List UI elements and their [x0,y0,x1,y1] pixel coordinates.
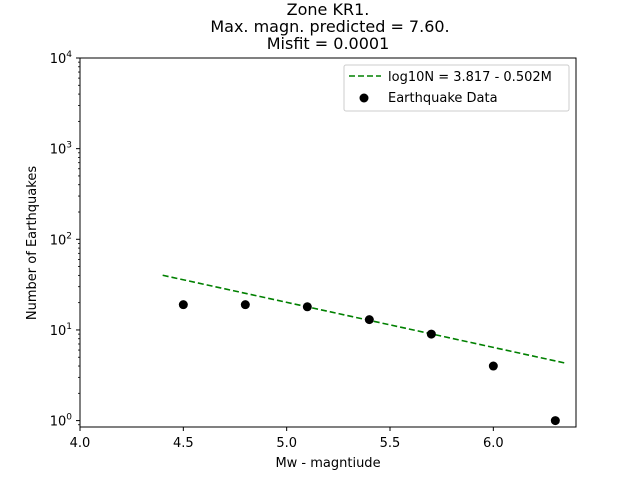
title-line-3: Misfit = 0.0001 [267,34,390,53]
series-layer [162,274,566,426]
x-axis-label: Mw - magntiude [275,456,380,471]
x-tick-label: 5.0 [276,436,297,451]
y-tick-label: 100 [50,413,73,430]
y-tick-base: 10 [50,143,67,158]
y-tick-base: 10 [50,415,67,430]
data-point [426,329,436,339]
x-tick-label: 4.5 [173,436,194,451]
data-point [178,300,188,310]
y-axis-label: Number of Earthquakes [25,166,40,320]
y-tick-exponent: 0 [66,413,72,423]
data-point [302,302,312,312]
y-tick-exponent: 2 [66,231,72,241]
x-tick-label: 6.0 [483,436,504,451]
y-tick-label: 103 [50,141,72,158]
y-tick-exponent: 4 [66,50,72,60]
legend-data-marker [359,93,369,103]
x-axis: 4.0 4.5 5.0 5.5 6.0 [70,427,504,451]
y-tick-base: 10 [50,233,67,248]
data-point [550,416,560,426]
title-line-2: Max. magn. predicted = 7.60. [210,17,449,36]
legend-fit-line-label: log10N = 3.817 - 0.502M [388,70,552,85]
plot-area [79,57,577,428]
fit-line [162,274,566,364]
data-point [240,300,250,310]
y-tick-label: 101 [50,322,72,339]
legend-box [343,64,570,112]
y-tick-exponent: 1 [66,322,72,332]
chart-title: Zone KR1. Max. magn. predicted = 7.60. M… [210,0,449,53]
data-point [488,361,498,371]
y-tick-label: 102 [50,231,72,248]
y-tick-label: 104 [50,50,73,67]
legend-data-label: Earthquake Data [388,91,498,106]
y-tick-base: 10 [50,324,67,339]
title-line-1: Zone KR1. [287,0,370,19]
y-tick-base: 10 [50,52,67,67]
x-tick-label: 5.5 [380,436,401,451]
x-tick-label: 4.0 [70,436,91,451]
y-tick-exponent: 3 [66,141,72,151]
data-point [364,315,374,325]
legend: log10N = 3.817 - 0.502M Earthquake Data [343,64,570,112]
